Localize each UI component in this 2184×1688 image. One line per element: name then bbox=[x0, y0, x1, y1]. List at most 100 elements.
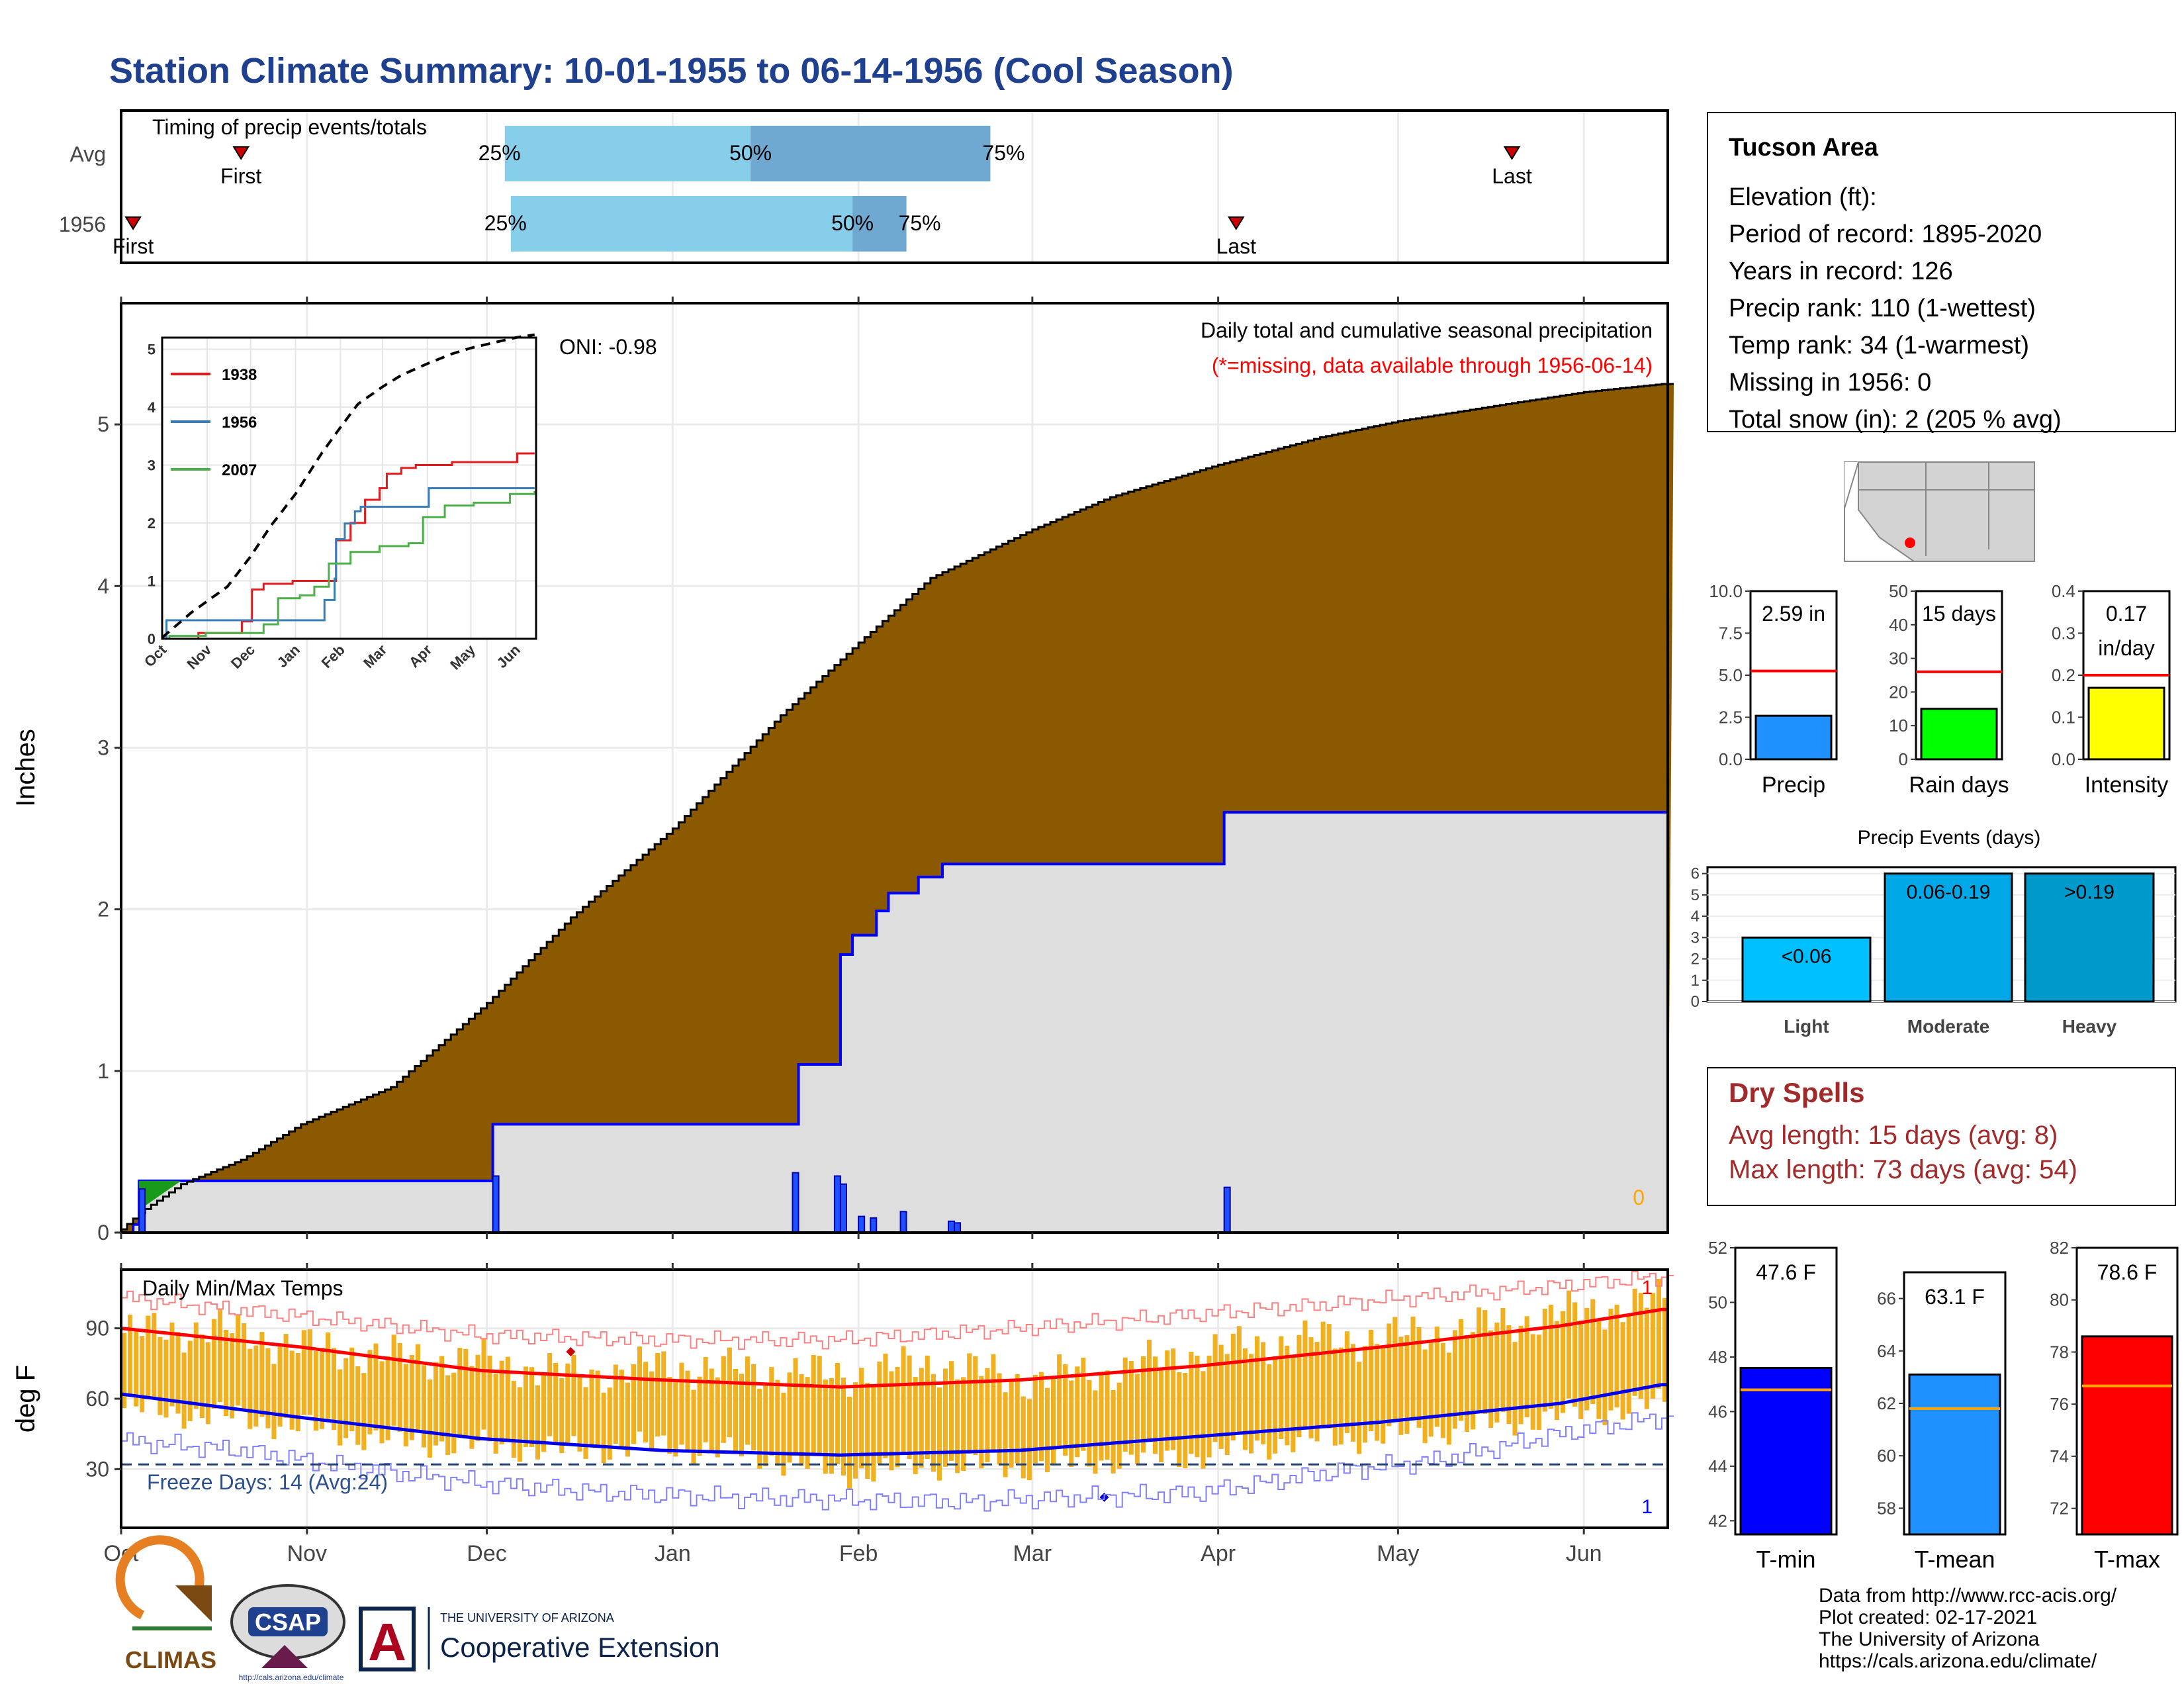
temp-daily-bar bbox=[1177, 1372, 1182, 1468]
inset-xtick-label: Dec bbox=[228, 641, 258, 672]
temp-daily-bar bbox=[163, 1339, 169, 1418]
temp-daily-bar bbox=[230, 1333, 235, 1419]
temp-daily-bar bbox=[307, 1329, 312, 1415]
temp-summary-category-label: T-mean bbox=[1914, 1546, 1995, 1573]
temp-daily-bar bbox=[265, 1348, 271, 1429]
temp-daily-bar bbox=[349, 1347, 355, 1432]
inset-series-line-1938 bbox=[162, 452, 535, 640]
temp-daily-bar bbox=[271, 1364, 277, 1440]
temp-daily-bar bbox=[625, 1382, 630, 1457]
temp-daily-bar bbox=[547, 1353, 553, 1436]
temp-daily-bar bbox=[936, 1387, 942, 1481]
inset-xtick-label: Jun bbox=[494, 641, 523, 671]
temp-daily-bar bbox=[1332, 1348, 1338, 1446]
temp-daily-bar bbox=[385, 1356, 390, 1440]
stat-tick-label: 0 bbox=[1899, 749, 1908, 769]
footer-line-2: The University of Arizona bbox=[1819, 1628, 2040, 1650]
temp-daily-bar bbox=[1602, 1329, 1608, 1425]
temp-daily-bar bbox=[691, 1389, 696, 1465]
precip-panel-frame bbox=[120, 302, 1669, 1234]
temp-daily-bar bbox=[301, 1330, 306, 1415]
csap-logo-mountain-icon bbox=[261, 1645, 308, 1668]
temp-daily-bar bbox=[1596, 1321, 1602, 1419]
temp-daily-bar bbox=[1458, 1319, 1464, 1421]
climas-logo-sun-icon bbox=[115, 1535, 205, 1620]
station-info-lines: Elevation (ft): Period of record: 1895-20… bbox=[1729, 183, 2062, 434]
events-tick-label: 0 bbox=[1691, 993, 1700, 1011]
temp-daily-bar bbox=[511, 1381, 516, 1458]
temp-daily-bar bbox=[1291, 1356, 1296, 1452]
temp-daily-bar bbox=[985, 1368, 990, 1462]
temp-daily-bar bbox=[134, 1329, 139, 1407]
temp-daily-bar bbox=[763, 1383, 768, 1466]
temp-daily-bar bbox=[835, 1362, 840, 1464]
timing-first-marker-icon-0 bbox=[232, 146, 250, 160]
stat-tick-label: 0.4 bbox=[2052, 581, 2075, 601]
inset-ytick-label: 3 bbox=[148, 457, 156, 474]
timing-last-label-0: Last bbox=[1492, 164, 1532, 188]
stat-bar-value bbox=[1754, 714, 1833, 761]
temp-daily-bar bbox=[259, 1332, 265, 1417]
temp-daily-bar bbox=[709, 1368, 714, 1451]
temp-daily-bar bbox=[787, 1372, 792, 1463]
temp-summary-tick-label: 72 bbox=[2050, 1499, 2069, 1519]
timing-bar-25-50-0 bbox=[504, 126, 751, 181]
temp-daily-bar bbox=[481, 1338, 486, 1430]
timing-first-marker-icon-1 bbox=[124, 216, 142, 230]
temp-daily-bar bbox=[643, 1362, 649, 1443]
temp-summary-value-label: 47.6 F bbox=[1756, 1260, 1816, 1284]
temp-daily-bar bbox=[1116, 1382, 1122, 1469]
temp-daily-bar bbox=[517, 1387, 522, 1462]
stat-value-label: 15 days bbox=[1922, 602, 1996, 626]
temp-daily-bar bbox=[1254, 1336, 1260, 1441]
temp-daily-bar bbox=[146, 1315, 151, 1399]
temperature-y-axis: 30 60 90 bbox=[85, 1317, 121, 1481]
timing-first-label-0: First bbox=[220, 164, 261, 188]
temp-daily-bar bbox=[1038, 1372, 1044, 1462]
temperature-x-axis: Oct Nov Dec Jan Feb Mar Apr May Jun bbox=[104, 1263, 1602, 1566]
oni-label: ONI: -0.98 bbox=[559, 335, 657, 359]
temp-daily-bar bbox=[217, 1309, 222, 1403]
precip-ytick-label: 5 bbox=[97, 412, 109, 436]
temp-daily-bar bbox=[1069, 1380, 1074, 1467]
stat-tick-label: 0.0 bbox=[1719, 749, 1743, 769]
temp-daily-bar bbox=[865, 1383, 870, 1479]
temp-daily-bar bbox=[942, 1368, 948, 1467]
temp-daily-bar bbox=[1632, 1288, 1637, 1396]
temp-daily-bar bbox=[169, 1322, 175, 1407]
timing-bar-25-50-1 bbox=[510, 196, 853, 252]
temp-daily-bar bbox=[781, 1392, 786, 1476]
stat-value-unit: in/day bbox=[2098, 636, 2154, 660]
timing-panel-frame bbox=[120, 109, 1669, 264]
temp-daily-bar bbox=[1128, 1360, 1134, 1455]
temp-daily-bar bbox=[679, 1362, 684, 1445]
temp-daily-bar bbox=[1153, 1356, 1158, 1454]
temp-daily-bar bbox=[1344, 1331, 1349, 1433]
temp-daily-bar bbox=[703, 1357, 708, 1442]
record-high-marker-icon bbox=[566, 1347, 576, 1356]
temp-daily-bar bbox=[205, 1342, 210, 1425]
station-info-line-4: Temp rank: 34 (1-warmest) bbox=[1729, 332, 2029, 359]
temp-daily-bar bbox=[493, 1373, 498, 1454]
temp-daily-bar bbox=[403, 1364, 408, 1446]
ua-logo-line2: Cooperative Extension bbox=[440, 1632, 720, 1663]
temp-daily-bar bbox=[1398, 1336, 1404, 1435]
temp-daily-bar bbox=[895, 1366, 900, 1468]
events-category-label: Heavy bbox=[2062, 1016, 2117, 1037]
temp-daily-bar bbox=[1009, 1379, 1014, 1468]
temp-summary-tick-label: 58 bbox=[1877, 1498, 1896, 1518]
temp-daily-bar bbox=[355, 1366, 361, 1445]
temp-daily-bar bbox=[1218, 1344, 1224, 1449]
temp-summary-tick-label: 60 bbox=[1877, 1446, 1896, 1466]
temp-daily-bar bbox=[1140, 1356, 1146, 1453]
temp-daily-bar bbox=[332, 1348, 337, 1430]
timing-rows: Avg 25% 50% 75% First Last 1956 25% 50% 75% First L… bbox=[59, 126, 1532, 258]
temp-daily-bar bbox=[877, 1361, 882, 1464]
temp-daily-bar bbox=[619, 1370, 624, 1448]
average-cumulative-line bbox=[121, 383, 1674, 1231]
temp-daily-bar bbox=[1212, 1334, 1218, 1442]
station-info-line-5: Missing in 1956: 0 bbox=[1729, 369, 1931, 397]
temp-daily-bar bbox=[853, 1382, 858, 1479]
temp-daily-bar bbox=[595, 1370, 600, 1448]
temp-daily-bar bbox=[685, 1370, 690, 1451]
